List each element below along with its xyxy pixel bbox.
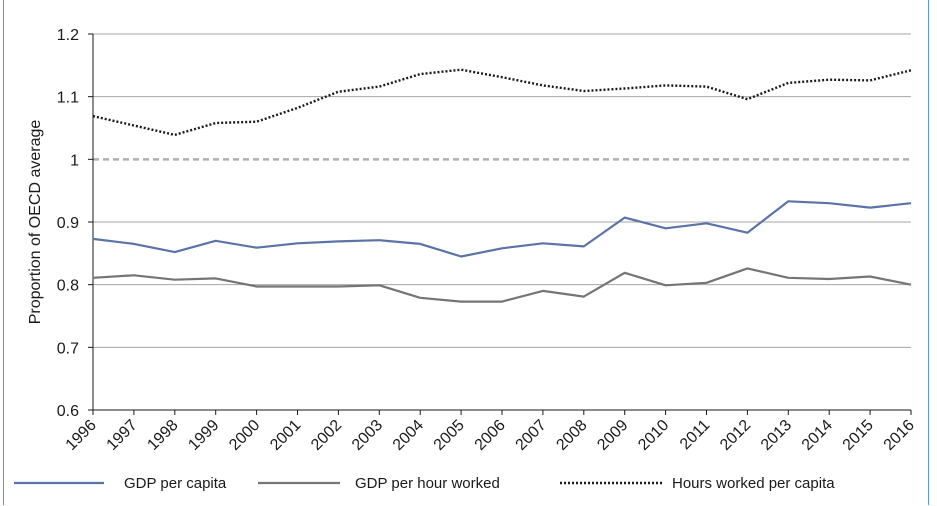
x-tick-label: 2007 xyxy=(513,417,550,454)
gridlines xyxy=(93,33,911,348)
x-tick-label: 2011 xyxy=(677,417,713,453)
x-tick-label: 2009 xyxy=(594,417,631,454)
legend-label: GDP per hour worked xyxy=(355,475,500,492)
x-tick-label: 2004 xyxy=(390,417,427,454)
y-tick-labels: 0.6 0.7 0.8 0.9 1 1.1 1.2 xyxy=(57,27,93,420)
y-tick-label: 1 xyxy=(70,152,79,169)
x-tick-label: 2002 xyxy=(308,417,345,454)
x-tick-label: 2015 xyxy=(840,417,877,454)
y-tick-label: 0.6 xyxy=(57,403,79,420)
x-tick-label: 2001 xyxy=(267,417,304,454)
y-tick-label: 0.7 xyxy=(57,340,79,357)
x-tick-label: 2016 xyxy=(881,417,918,454)
y-axis-label: Proportion of OECD average xyxy=(27,120,44,325)
x-tick-label: 2013 xyxy=(758,417,795,454)
series-line-3 xyxy=(92,68,912,137)
x-tick-label: 2000 xyxy=(226,417,263,454)
x-tick-label: 2014 xyxy=(799,417,836,454)
legend-label: GDP per capita xyxy=(124,475,227,492)
x-tick-label: 1999 xyxy=(185,417,222,454)
y-tick-label: 1.1 xyxy=(57,90,79,107)
series-line-1 xyxy=(92,200,912,258)
y-tick-label: 1.2 xyxy=(57,27,79,44)
legend: GDP per capita GDP per hour worked Hours w… xyxy=(14,475,835,492)
x-tick-label: 1996 xyxy=(63,417,100,454)
x-tick-label: 2003 xyxy=(349,417,386,454)
y-tick-label: 0.8 xyxy=(57,278,79,295)
y-tick-label: 0.9 xyxy=(57,215,79,232)
x-tick-label: 2012 xyxy=(717,417,754,454)
x-tick-label: 1997 xyxy=(104,417,141,454)
x-tick-label: 1998 xyxy=(144,417,181,454)
x-tick-labels: 1996 1997 1998 1999 2000 2001 2002 2003 2004 2005… xyxy=(63,410,918,454)
chart-frame xyxy=(3,0,929,505)
x-tick-label: 2006 xyxy=(472,417,509,454)
legend-label: Hours worked per capita xyxy=(672,475,835,492)
series-lines xyxy=(92,68,912,303)
x-tick-label: 2010 xyxy=(635,417,672,454)
x-tick-label: 2008 xyxy=(553,417,590,454)
x-tick-label: 2005 xyxy=(431,417,468,454)
series-line-2 xyxy=(92,267,912,303)
